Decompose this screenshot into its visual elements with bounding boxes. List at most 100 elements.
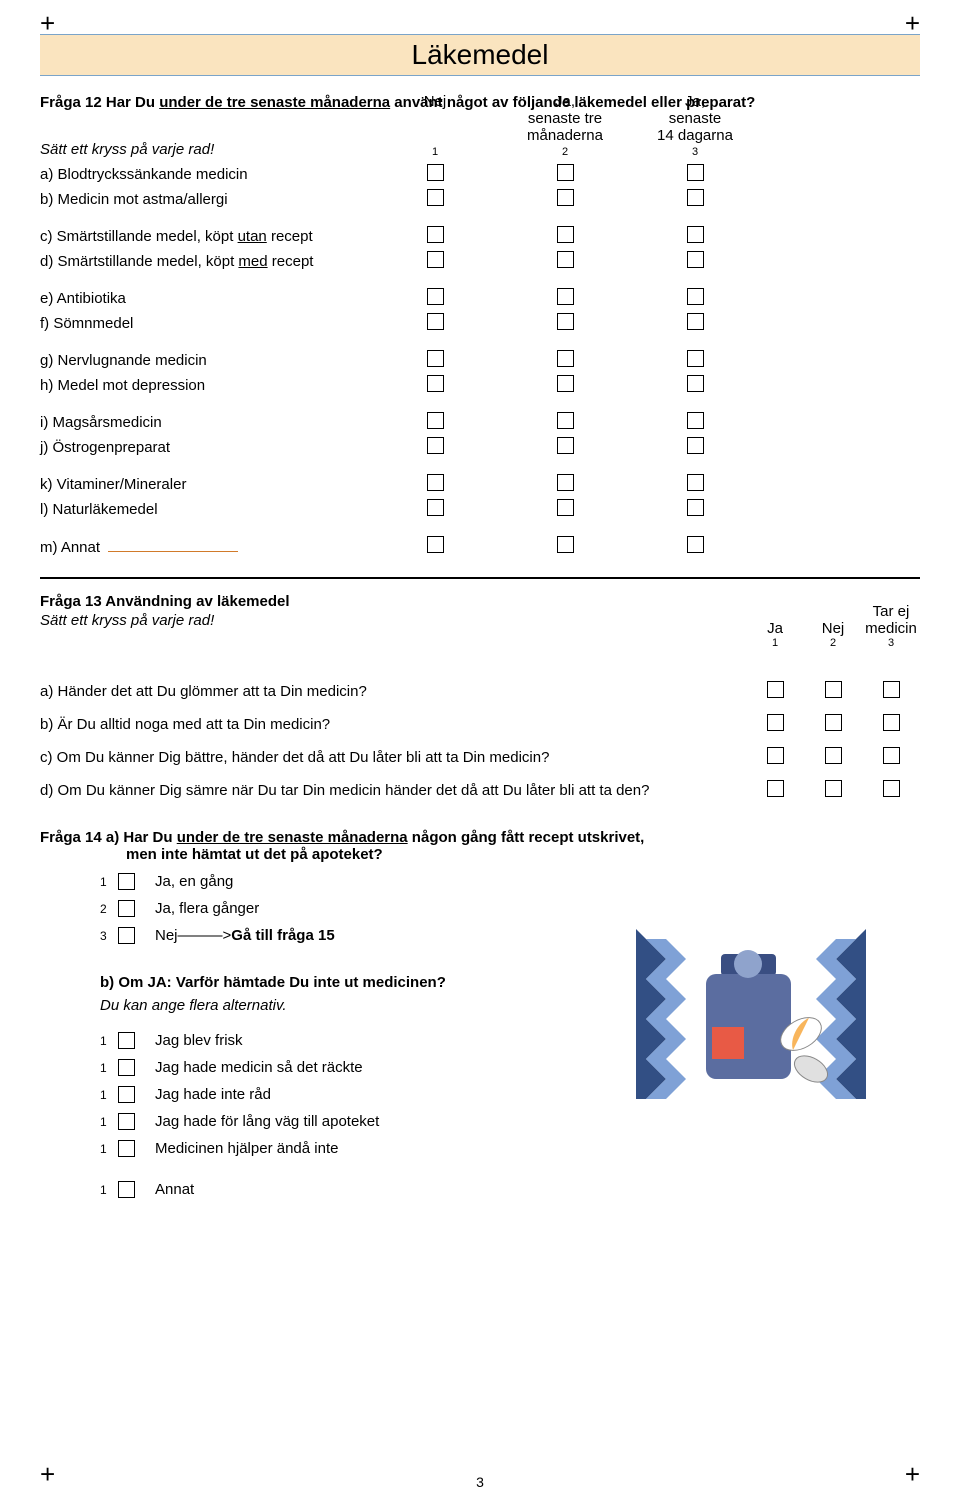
q12-col2-num: 2 xyxy=(500,146,630,158)
q12-instruction: Sätt ett kryss på varje rad! xyxy=(40,141,370,158)
q14b-opt2-checkbox[interactable] xyxy=(118,1059,135,1076)
q14b-opt6-num: 1 xyxy=(100,1183,118,1197)
q12-d-post: recept xyxy=(268,253,314,270)
q12-a-c3-checkbox[interactable] xyxy=(687,164,704,181)
q12-a-c1-checkbox[interactable] xyxy=(427,164,444,181)
page-number: 3 xyxy=(476,1474,484,1490)
q12-row-i: i) Magsårsmedicin xyxy=(40,412,920,433)
q13-a-c2-checkbox[interactable] xyxy=(825,681,842,698)
q12-k-c1-checkbox[interactable] xyxy=(427,474,444,491)
q13-b-c3-checkbox[interactable] xyxy=(883,714,900,731)
q13-a-c1-checkbox[interactable] xyxy=(767,681,784,698)
q13-col2-label: Nej xyxy=(804,620,862,637)
q14b-opt4-checkbox[interactable] xyxy=(118,1113,135,1130)
q12-col1-head: Nej 1 xyxy=(370,93,500,158)
q12-f-c3-checkbox[interactable] xyxy=(687,313,704,330)
q12-d-c1-checkbox[interactable] xyxy=(427,251,444,268)
q12-a-c2-checkbox[interactable] xyxy=(557,164,574,181)
q13-c-c1-checkbox[interactable] xyxy=(767,747,784,764)
q13-row-d: d) Om Du känner Dig sämre när Du tar Din… xyxy=(40,780,920,801)
q12-i-label: i) Magsårsmedicin xyxy=(40,414,370,431)
q12-h-c1-checkbox[interactable] xyxy=(427,375,444,392)
q12-b-c2-checkbox[interactable] xyxy=(557,189,574,206)
medicine-illustration-icon xyxy=(636,919,866,1099)
q13-d-c2-checkbox[interactable] xyxy=(825,780,842,797)
q12-e-c2-checkbox[interactable] xyxy=(557,288,574,305)
q13-b-c1-checkbox[interactable] xyxy=(767,714,784,731)
q14b-opt5-label: Medicinen hjälper ändå inte xyxy=(155,1140,338,1157)
q13-col3-num: 3 xyxy=(862,637,920,649)
divider-q12-q13 xyxy=(40,577,920,579)
q12-f-c2-checkbox[interactable] xyxy=(557,313,574,330)
q12-e-c3-checkbox[interactable] xyxy=(687,288,704,305)
q12-j-label: j) Östrogenpreparat xyxy=(40,439,370,456)
q12-c-c3-checkbox[interactable] xyxy=(687,226,704,243)
q14a-opt2-label: Ja, flera gånger xyxy=(155,900,259,917)
q13-a-c3-checkbox[interactable] xyxy=(883,681,900,698)
q12-e-c1-checkbox[interactable] xyxy=(427,288,444,305)
q14a-title-line2: men inte hämtat ut det på apoteket? xyxy=(126,846,920,863)
q13-d-c3-checkbox[interactable] xyxy=(883,780,900,797)
q12-l-c1-checkbox[interactable] xyxy=(427,499,444,516)
q14b-opt3-checkbox[interactable] xyxy=(118,1086,135,1103)
q13-b-label: b) Är Du alltid noga med att ta Din medi… xyxy=(40,716,746,733)
q13-b-c2-checkbox[interactable] xyxy=(825,714,842,731)
q14a-opt3-post: Gå till fråga 15 xyxy=(231,927,334,944)
q14a-opt2-num: 2 xyxy=(100,902,118,916)
arrow-icon: ———> xyxy=(178,927,232,944)
q14b-opt1-checkbox[interactable] xyxy=(118,1032,135,1049)
q12-c-c2-checkbox[interactable] xyxy=(557,226,574,243)
q14a-opt1-num: 1 xyxy=(100,875,118,889)
page-title-banner: Läkemedel xyxy=(40,34,920,76)
q12-h-c2-checkbox[interactable] xyxy=(557,375,574,392)
q12-m-c2-checkbox[interactable] xyxy=(557,536,574,553)
q12-row-j: j) Östrogenpreparat xyxy=(40,437,920,458)
q12-g-c2-checkbox[interactable] xyxy=(557,350,574,367)
q14a-opt1-checkbox[interactable] xyxy=(118,873,135,890)
q12-g-c1-checkbox[interactable] xyxy=(427,350,444,367)
q14b-opt5-checkbox[interactable] xyxy=(118,1140,135,1157)
q12-c-c1-checkbox[interactable] xyxy=(427,226,444,243)
q13-d-c1-checkbox[interactable] xyxy=(767,780,784,797)
crop-mark-br: + xyxy=(905,1459,920,1490)
q12-l-c2-checkbox[interactable] xyxy=(557,499,574,516)
q13-col3-l2: medicin xyxy=(862,620,920,637)
q12-col3-l1: Ja, xyxy=(630,93,760,110)
q12-j-c2-checkbox[interactable] xyxy=(557,437,574,454)
q12-k-c2-checkbox[interactable] xyxy=(557,474,574,491)
q14a-opt3-checkbox[interactable] xyxy=(118,927,135,944)
q12-d-c2-checkbox[interactable] xyxy=(557,251,574,268)
q12-m-c3-checkbox[interactable] xyxy=(687,536,704,553)
q13-row-b: b) Är Du alltid noga med att ta Din medi… xyxy=(40,714,920,735)
q13-c-c2-checkbox[interactable] xyxy=(825,747,842,764)
q13-row-a: a) Händer det att Du glömmer att ta Din … xyxy=(40,681,920,702)
q13-col3-head: Tar ej medicin 3 xyxy=(862,603,920,649)
q12-i-c2-checkbox[interactable] xyxy=(557,412,574,429)
q14b-opt6-checkbox[interactable] xyxy=(118,1181,135,1198)
q12-g-c3-checkbox[interactable] xyxy=(687,350,704,367)
q12-j-c1-checkbox[interactable] xyxy=(427,437,444,454)
q12-i-c1-checkbox[interactable] xyxy=(427,412,444,429)
q12-m-blank-line[interactable] xyxy=(108,537,238,552)
q12-row-b: b) Medicin mot astma/allergi xyxy=(40,189,920,210)
q12-l-c3-checkbox[interactable] xyxy=(687,499,704,516)
q13-c-c3-checkbox[interactable] xyxy=(883,747,900,764)
q12-j-c3-checkbox[interactable] xyxy=(687,437,704,454)
q12-grid: Sätt ett kryss på varje rad! Nej 1 Ja, s… xyxy=(40,93,920,557)
q12-m-c1-checkbox[interactable] xyxy=(427,536,444,553)
q12-col2-l3: månaderna xyxy=(500,127,630,144)
q12-h-c3-checkbox[interactable] xyxy=(687,375,704,392)
q14b-opt5-num: 1 xyxy=(100,1142,118,1156)
q12-i-c3-checkbox[interactable] xyxy=(687,412,704,429)
q12-title-underlined: under de tre senaste månaderna xyxy=(159,94,390,111)
q13-c-label: c) Om Du känner Dig bättre, händer det d… xyxy=(40,749,746,766)
q12-k-c3-checkbox[interactable] xyxy=(687,474,704,491)
q12-col1-label: Nej xyxy=(370,93,500,110)
q12-b-c3-checkbox[interactable] xyxy=(687,189,704,206)
q12-d-c3-checkbox[interactable] xyxy=(687,251,704,268)
q12-b-c1-checkbox[interactable] xyxy=(427,189,444,206)
q12-a-label: a) Blodtryckssänkande medicin xyxy=(40,166,370,183)
crop-mark-tr: + xyxy=(905,8,920,39)
q14a-opt2-checkbox[interactable] xyxy=(118,900,135,917)
q12-f-c1-checkbox[interactable] xyxy=(427,313,444,330)
